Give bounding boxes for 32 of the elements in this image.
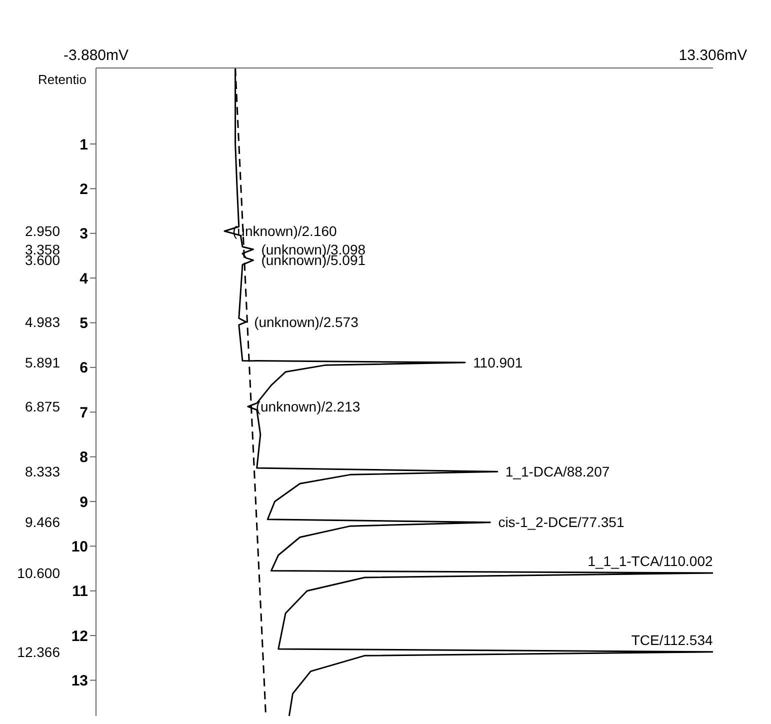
- annotation: TCE/112.534: [631, 632, 713, 648]
- x-tick-label: 13.306mV: [678, 47, 748, 64]
- y-tick-label: 4: [80, 270, 89, 288]
- y2-tick-label: 6.875: [24, 398, 60, 414]
- y2-tick-label: 10.600: [17, 564, 60, 581]
- y-tick-label: 13: [71, 672, 88, 690]
- y2-tick-label: 8.333: [24, 464, 60, 480]
- y-tick-label: 2: [80, 180, 88, 198]
- y2-tick-label: 2.950: [24, 223, 60, 240]
- y2-tick-label: 4.983: [24, 314, 60, 330]
- y-tick-label: 5: [80, 315, 88, 332]
- y-tick-label: 1: [80, 136, 88, 154]
- y-tick-label: 9: [80, 494, 88, 511]
- annotation: 1_1-DCA/88.207: [505, 464, 610, 480]
- y2-tick-label: 9.466: [24, 514, 60, 530]
- y2-tick-label: 5.891: [24, 354, 60, 370]
- y-tick-label: 11: [72, 583, 88, 600]
- annotation: 110.901: [473, 354, 523, 370]
- y-tick-label: 8: [80, 449, 88, 466]
- y-tick-label: 6: [80, 360, 88, 377]
- annotation: (unknown)/2.160: [232, 223, 338, 240]
- y-tick-label: 10: [71, 538, 88, 556]
- y2-tick-label: 12.366: [17, 644, 60, 660]
- y-tick-label: 12: [71, 628, 88, 645]
- x-tick-label: -3.880mV: [63, 47, 129, 64]
- annotation: (unknown)/2.213: [256, 398, 360, 414]
- annotation: 1_1_1-TCA/110.002: [588, 552, 713, 569]
- annotation: cis-1_2-DCE/77.351: [498, 514, 624, 530]
- annotation: (unknown)/2.573: [254, 314, 359, 330]
- y-tick-label: 3: [80, 226, 88, 243]
- y-tick-label: 7: [80, 404, 88, 422]
- y-axis-title: Retentio: [38, 72, 86, 87]
